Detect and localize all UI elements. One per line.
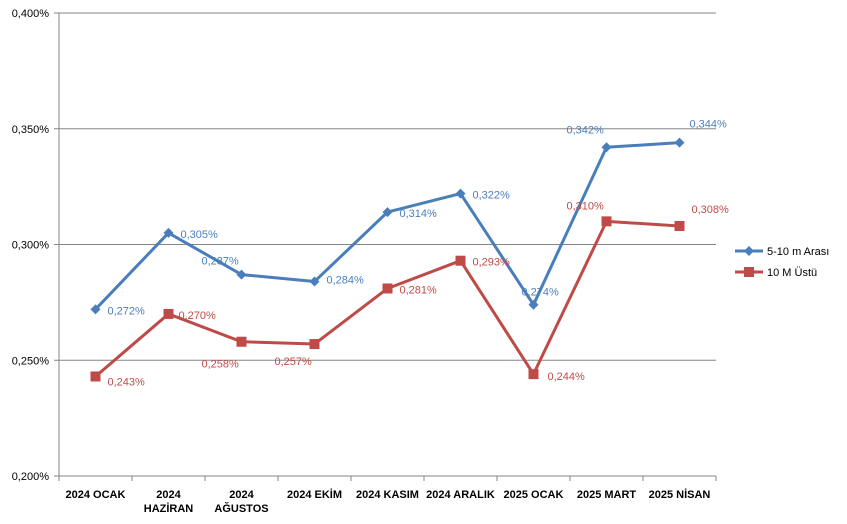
legend-marker: [744, 246, 754, 256]
x-tick-label: 2024 EKİM: [287, 488, 342, 501]
data-point-marker: [674, 220, 685, 231]
data-label: 0,310%: [567, 200, 605, 212]
data-point-marker: [528, 299, 539, 310]
data-point-marker: [382, 207, 393, 218]
legend-label: 5-10 m Arası: [767, 246, 829, 258]
y-tick-label: 0,250%: [12, 355, 50, 367]
data-point-marker: [90, 304, 101, 315]
data-point-marker: [236, 336, 247, 347]
data-point-marker: [309, 339, 320, 350]
x-tick-label: 2024 OCAK: [66, 489, 126, 501]
y-tick-label: 0,400%: [12, 8, 50, 20]
y-tick-label: 0,300%: [12, 240, 50, 252]
data-label: 0,270%: [179, 310, 217, 322]
data-label: 0,272%: [108, 305, 146, 317]
data-label: 0,281%: [400, 284, 438, 296]
x-tick-label: 2025 NİSAN: [649, 488, 711, 501]
data-point-marker: [455, 255, 466, 266]
data-label: 0,257%: [275, 356, 313, 368]
data-label: 0,258%: [202, 359, 240, 371]
x-tick-label: 2024 KASIM: [356, 489, 419, 501]
x-tick-label: 2024 AĞUSTOS: [214, 489, 268, 515]
data-point-marker: [601, 216, 612, 227]
y-tick-label: 0,350%: [12, 124, 50, 136]
data-point-marker: [309, 276, 320, 287]
x-tick-label: 2024 ARALIK: [426, 489, 495, 501]
y-tick-label: 0,200%: [12, 471, 50, 483]
legend-label: 10 M Üstü: [767, 267, 817, 279]
data-point-marker: [236, 269, 247, 280]
data-label: 0,305%: [181, 229, 219, 241]
data-label: 0,284%: [327, 275, 365, 287]
data-point-marker: [455, 188, 466, 199]
data-label: 0,293%: [473, 257, 511, 269]
data-point-marker: [674, 137, 685, 148]
data-label: 0,342%: [567, 124, 605, 136]
data-label: 0,287%: [202, 256, 240, 268]
x-tick-label: 2025 MART: [577, 489, 637, 501]
data-label: 0,243%: [108, 376, 146, 388]
data-point-marker: [528, 369, 539, 380]
data-point-marker: [382, 283, 393, 294]
data-point-marker: [601, 142, 612, 153]
data-label: 0,322%: [473, 190, 511, 202]
legend-marker: [744, 267, 754, 277]
data-label: 0,244%: [548, 371, 586, 383]
data-point-marker: [163, 308, 174, 319]
data-point-marker: [90, 371, 101, 382]
x-tick-label: 2025 OCAK: [504, 489, 564, 501]
data-point-marker: [163, 227, 174, 238]
data-label: 0,308%: [692, 204, 730, 216]
data-label: 0,344%: [690, 119, 728, 131]
data-label: 0,274%: [522, 287, 560, 299]
data-label: 0,314%: [400, 208, 438, 220]
x-tick-label: 2024 HAZİRAN: [144, 489, 194, 515]
